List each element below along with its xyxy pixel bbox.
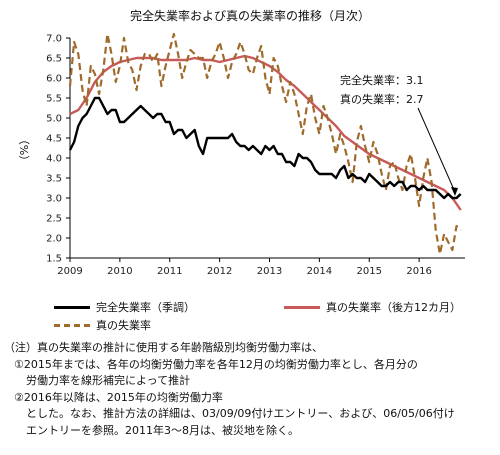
y-tick-label: 4.5	[46, 134, 62, 145]
legend-item-unemployment: 完全失業率（季調）	[54, 299, 195, 315]
x-tick-label: 2011	[157, 266, 182, 277]
chart: 完全失業率および真の失業率の推移（月次） （%） 1.5 2.0 2.5 3.0 3.5…	[18, 8, 465, 277]
x-tick-label: 2010	[107, 266, 132, 277]
legend: 完全失業率（季調） 真の失業率（後方12カ月） 真の失業率	[34, 297, 474, 333]
y-tick-label: 3.0	[46, 194, 62, 205]
series-line-unemployment	[68, 96, 462, 200]
annotation-true-unemployment: 真の失業率：2.7	[340, 92, 424, 106]
legend-swatch-solid-black	[54, 305, 90, 309]
chart-title: 完全失業率および真の失業率の推移（月次）	[130, 8, 370, 23]
y-tick-label: 4.0	[46, 154, 62, 165]
footnote-line: エントリーを参照。2011年3〜8月は、被災地を除く。	[26, 423, 299, 437]
y-tick-label: 2.0	[46, 234, 62, 245]
legend-item-true-unemployment: 真の失業率	[54, 317, 151, 333]
y-tick-label: 2.5	[46, 214, 62, 225]
legend-swatch-solid-red	[284, 305, 320, 309]
y-tick-label: 6.0	[46, 74, 62, 85]
x-tick-label: 2015	[357, 266, 382, 277]
annotation-group: 完全失業率：3.1 真の失業率：2.7	[340, 73, 458, 196]
annotation-unemployment: 完全失業率：3.1	[340, 73, 424, 87]
y-axis-label: （%）	[18, 134, 31, 166]
legend-label: 真の失業率	[96, 319, 151, 332]
footnote-line: ①2015年までは、各年の均衡労働力率を各年12月の均衡労働力率とし、各月分の	[14, 357, 418, 371]
y-tick-label: 3.5	[46, 174, 62, 185]
x-tick-label: 2012	[207, 266, 232, 277]
y-tick-label: 1.5	[46, 254, 62, 265]
annotation-arrowhead	[451, 187, 458, 196]
y-tick-label: 6.5	[46, 54, 62, 65]
footnote-line: （注）真の失業率の推計に使用する年齢階級別均衡労働力率は、	[4, 341, 323, 354]
footnote-line: とした。なお、推計方法の詳細は、03/09/09付けエントリー、および、06/0…	[26, 407, 455, 420]
legend-item-true-unemployment-12m: 真の失業率（後方12カ月）	[284, 299, 461, 315]
legend-label: 真の失業率（後方12カ月）	[326, 301, 461, 314]
x-tick-label: 2013	[257, 266, 282, 277]
footnote-line: ②2016年以降は、2015年の均衡労働力率	[14, 390, 223, 404]
x-tick-label: 2016	[406, 266, 431, 277]
footnote-line: 労働力率を線形補完によって推計	[26, 374, 191, 387]
legend-label: 完全失業率（季調）	[96, 301, 195, 314]
x-tick-label: 2014	[307, 266, 332, 277]
y-tick-label: 7.0	[46, 34, 62, 45]
annotation-pointer-line	[417, 107, 456, 193]
series-line-true-unemployment	[68, 32, 462, 256]
y-tick-label: 5.0	[46, 114, 62, 125]
y-tick-label: 5.5	[46, 94, 62, 105]
x-tick-label: 2009	[57, 266, 82, 277]
legend-swatch-dashed-brown	[54, 323, 90, 327]
plot-area: 1.5 2.0 2.5 3.0 3.5 4.0 4.5 5.0 5.5 6.0 6.5 7.0 2009…	[46, 32, 465, 277]
footnote: （注）真の失業率の推計に使用する年齢階級別均衡労働力率は、 ①2015年までは、…	[4, 340, 496, 439]
